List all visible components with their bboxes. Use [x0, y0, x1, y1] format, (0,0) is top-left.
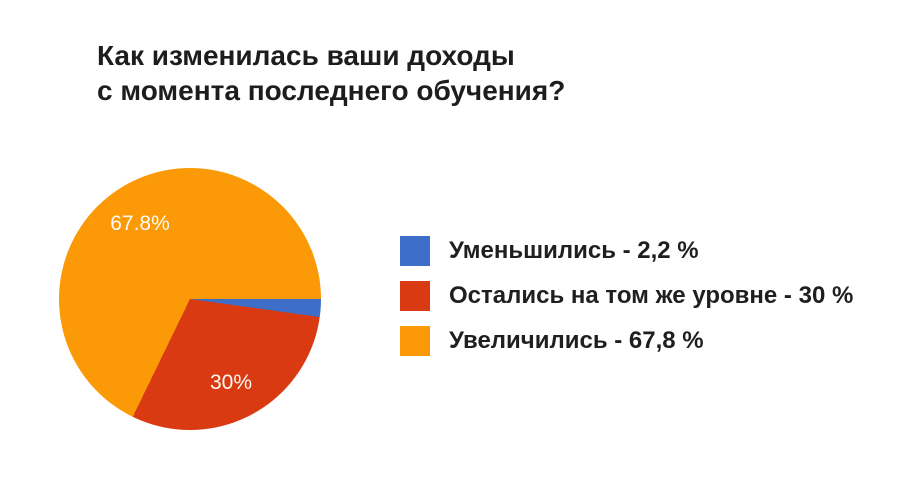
- legend-swatch-same-level: [400, 281, 430, 311]
- legend-item-increased: Увеличились - 67,8 %: [400, 326, 853, 356]
- legend-swatch-increased: [400, 326, 430, 356]
- chart-title: Как изменилась ваши доходы с момента посл…: [97, 38, 565, 108]
- legend-label-same-level: Остались на том же уровне - 30 %: [449, 282, 854, 309]
- chart-title-line-1: Как изменилась ваши доходы: [97, 40, 515, 71]
- legend: Уменьшились - 2,2 % Остались на том же у…: [400, 236, 853, 371]
- legend-item-decreased: Уменьшились - 2,2 %: [400, 236, 853, 266]
- legend-item-same-level: Остались на том же уровне - 30 %: [400, 281, 853, 311]
- pie-slice-label-same-level: 30%: [209, 371, 253, 394]
- chart-title-line-2: с момента последнего обучения?: [97, 75, 566, 106]
- legend-label-increased: Увеличились - 67,8 %: [449, 327, 704, 354]
- legend-swatch-decreased: [400, 236, 430, 266]
- pie-slice-label-increased: 67.8%: [110, 212, 170, 235]
- pie-chart: 67.8% 30%: [59, 168, 321, 430]
- legend-label-decreased: Уменьшились - 2,2 %: [449, 237, 699, 264]
